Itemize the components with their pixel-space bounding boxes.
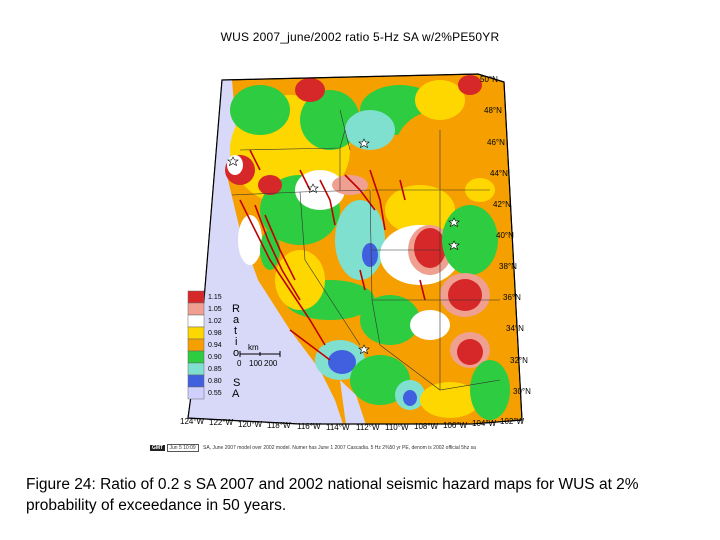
map-title: WUS 2007_june/2002 ratio 5-Hz SA w/2%PE5… — [220, 30, 500, 44]
legend-title-letter: S — [233, 377, 240, 389]
lon-label-112: 112°W — [356, 423, 380, 432]
lon-label-114: 114°W — [326, 423, 350, 432]
legend-label: 1.05 — [208, 306, 222, 313]
legend-label: 1.15 — [208, 294, 222, 301]
figure-caption: Figure 24: Ratio of 0.2 s SA 2007 and 20… — [26, 476, 639, 514]
lon-label-124: 124°W — [180, 417, 205, 426]
legend-title-letter: A — [232, 388, 240, 400]
legend-label: 0.90 — [208, 354, 222, 361]
legend-swatch — [187, 386, 205, 400]
pacific-ocean — [188, 80, 345, 424]
gmt-logo: GMT — [150, 445, 166, 451]
hazard-ratio-field — [188, 75, 510, 424]
lat-label-38: 38°N — [499, 262, 517, 271]
legend-title: R a t i o S A — [232, 303, 240, 400]
legend-swatch — [187, 362, 205, 376]
legend-label: 0.80 — [208, 378, 222, 385]
gmt-date: Jun 5 10:09 — [166, 444, 199, 452]
scale-unit: km — [248, 343, 259, 352]
lon-label-122: 122°W — [209, 418, 234, 427]
hazard-map: 50°N 48°N 46°N 44°N 42°N 40°N 38°N 36°N … — [180, 73, 531, 432]
longitude-labels: 124°W 122°W 120°W 118°W 116°W 114°W 112°… — [180, 417, 525, 432]
lat-label-32: 32°N — [510, 356, 528, 365]
legend-label: 0.98 — [208, 330, 222, 337]
lat-label-30: 30°N — [513, 387, 531, 396]
legend-title-letter: a — [233, 314, 240, 326]
legend-swatch — [187, 350, 205, 364]
lon-label-118: 118°W — [267, 421, 291, 430]
lon-label-116: 116°W — [297, 422, 321, 431]
lat-label-36: 36°N — [503, 293, 521, 302]
legend-swatch — [187, 338, 205, 352]
legend-label: 0.94 — [208, 342, 222, 349]
legend-swatch — [187, 290, 205, 304]
legend-swatch — [187, 314, 205, 328]
gmt-footer-text: SA, June 2007 model over 2002 model. Num… — [203, 445, 476, 451]
lon-label-106: 106°W — [443, 421, 468, 430]
gulf-of-california — [340, 380, 366, 424]
scale-tick-200: 200 — [264, 359, 278, 368]
lon-label-104: 104°W — [472, 419, 497, 428]
lat-label-40: 40°N — [496, 231, 514, 240]
color-legend: 1.15 1.05 1.02 0.98 0.94 0.90 0.85 0.80 0.55 R a… — [187, 290, 240, 400]
lat-label-42: 42°N — [493, 200, 511, 209]
scale-tick-100: 100 — [249, 359, 263, 368]
lat-label-48: 48°N — [484, 106, 502, 115]
legend-title-letter: t — [234, 325, 237, 337]
scale-tick-0: 0 — [237, 359, 242, 368]
lat-label-34: 34°N — [506, 324, 524, 333]
earthquake-stars — [227, 138, 460, 355]
lon-label-102: 102°W — [500, 417, 525, 426]
state-boundaries — [231, 109, 501, 391]
lat-label-50: 50°N — [480, 75, 498, 84]
legend-title-letter: i — [235, 336, 237, 348]
legend-swatch — [187, 374, 205, 388]
gmt-footer-stamp: GMT Jun 5 10:09 SA, June 2007 model over… — [150, 444, 476, 452]
latitude-labels: 50°N 48°N 46°N 44°N 42°N 40°N 38°N 36°N … — [480, 75, 531, 396]
lon-label-110: 110°W — [385, 423, 409, 432]
legend-label: 1.02 — [208, 318, 222, 325]
legend-title-letter: o — [233, 347, 239, 359]
legend-swatch — [187, 326, 205, 340]
lon-label-120: 120°W — [238, 420, 263, 429]
legend-label: 0.85 — [208, 366, 222, 373]
legend-title-letter: R — [232, 303, 240, 315]
scale-bar: km 0 100 200 — [237, 343, 281, 368]
lon-label-108: 108°W — [414, 422, 439, 431]
legend-swatch — [187, 302, 205, 316]
lat-label-44: 44°N — [490, 169, 508, 178]
lat-label-46: 46°N — [487, 138, 505, 147]
legend-label: 0.55 — [208, 390, 222, 397]
